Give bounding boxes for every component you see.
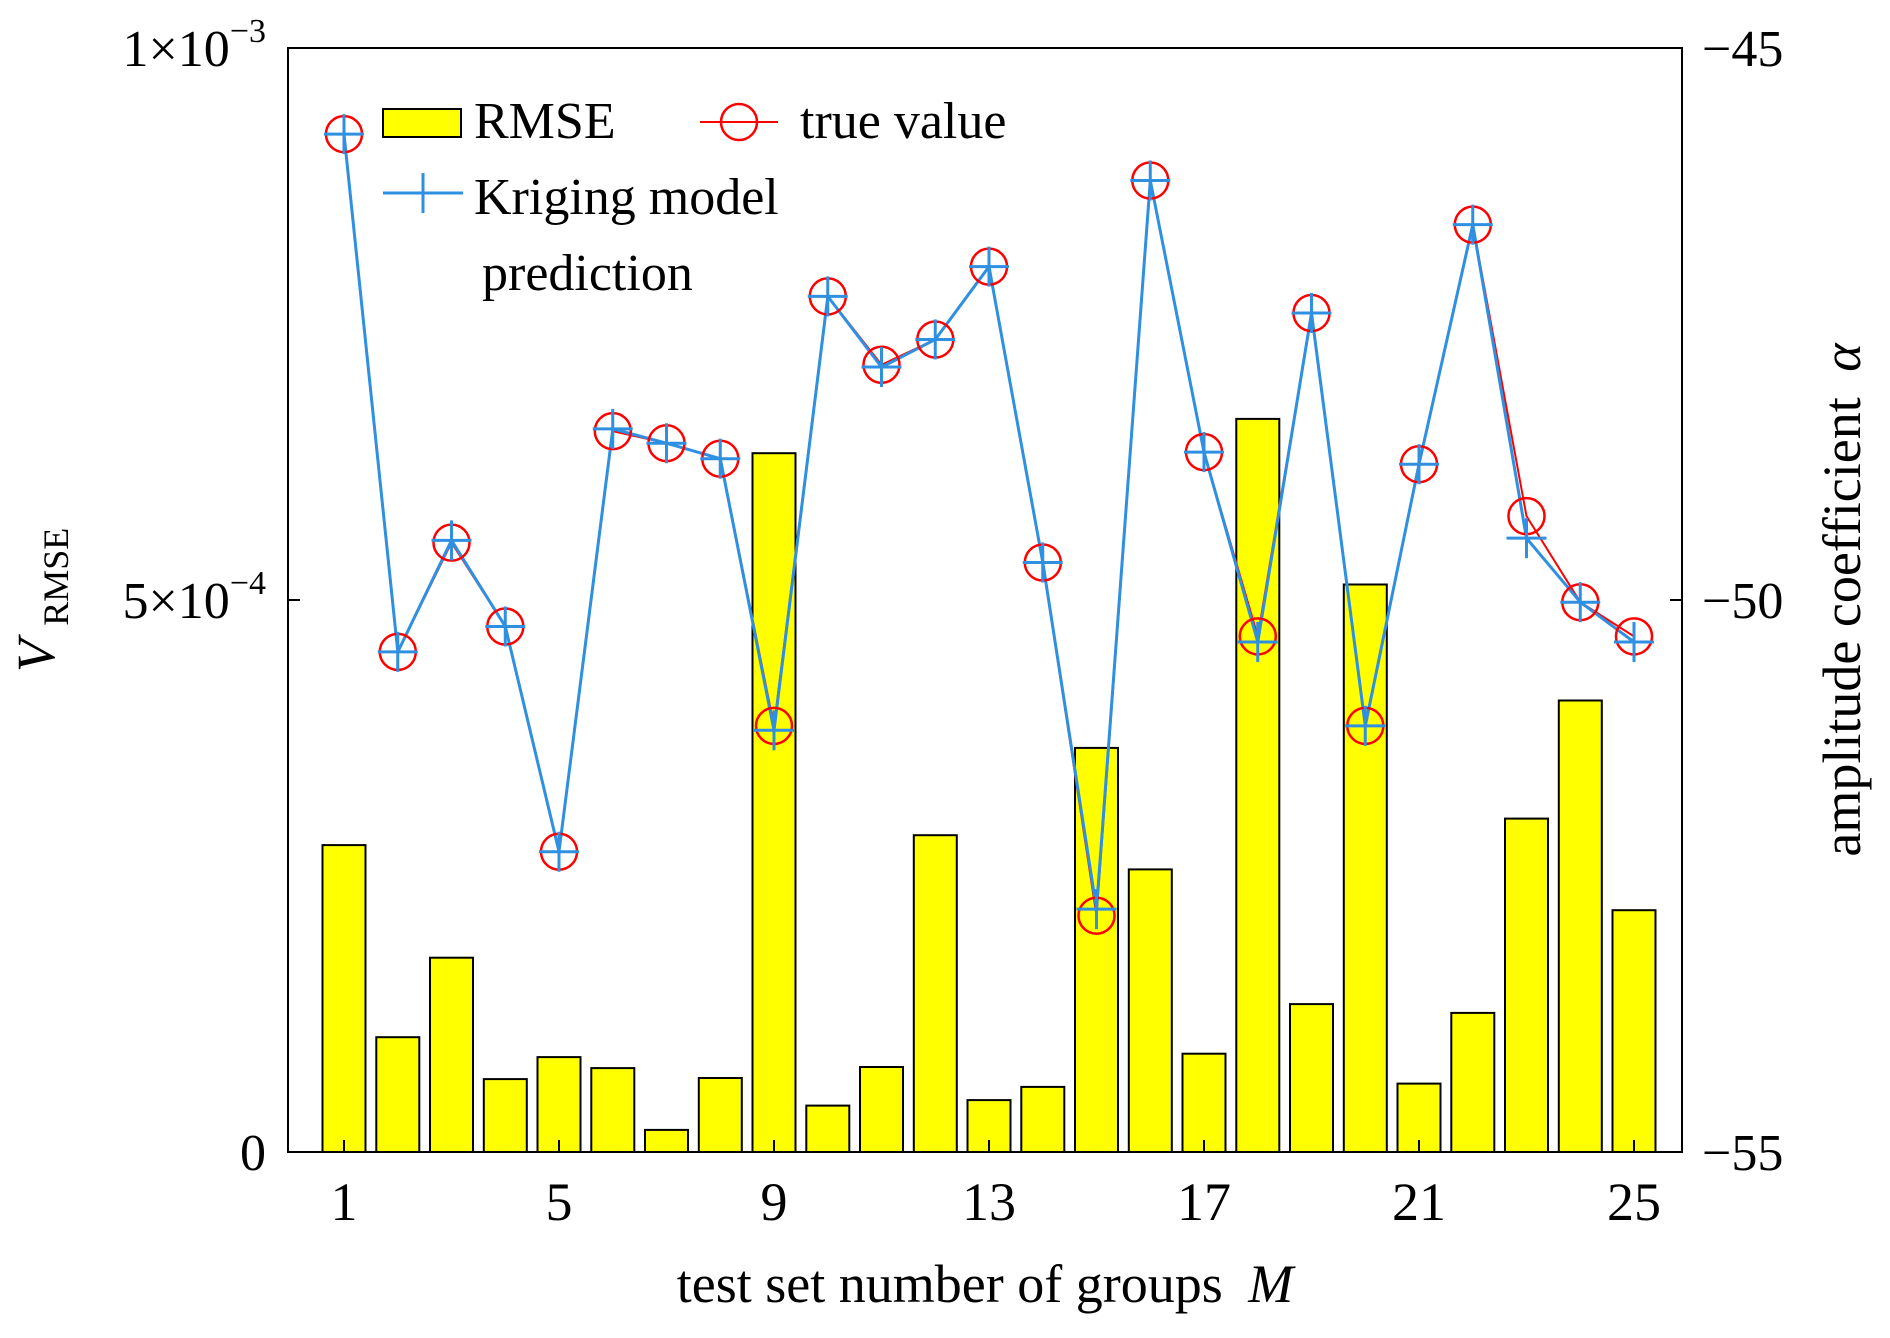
- line-layer: [324, 114, 1654, 935]
- kriging-prediction-point-1: [324, 114, 364, 155]
- kriging-prediction-point-16: [1130, 160, 1171, 201]
- kriging-prediction-point-13: [969, 246, 1009, 287]
- rmse-bar-25: [1611, 909, 1657, 1154]
- x-tick-label-17: 17: [1177, 1172, 1231, 1232]
- rmse-bar-1: [321, 844, 367, 1153]
- rmse-bar-7: [644, 1128, 689, 1154]
- rmse-bar-9: [751, 452, 797, 1153]
- kriging-prediction-point-22: [1452, 204, 1493, 245]
- left-tick-label-1: 5×10−4: [122, 565, 266, 630]
- kriging-prediction-point-11: [861, 347, 902, 388]
- kriging-prediction-point-9: [754, 710, 794, 751]
- right-axis-label: amplitude coefficient: [1812, 397, 1872, 856]
- rmse-bar-11: [859, 1066, 904, 1153]
- kriging-prediction-point-24: [1560, 582, 1601, 623]
- kriging-prediction-point-5: [539, 831, 579, 872]
- x-tick-label-5: 5: [546, 1172, 573, 1232]
- bar-layer: [321, 417, 1657, 1154]
- rmse-bar-24: [1557, 699, 1603, 1153]
- left-axis-label-symbol: V: [6, 633, 66, 672]
- legend: RMSE true value Kriging model prediction: [382, 93, 1006, 302]
- x-axis-label-symbol: M: [1247, 1254, 1296, 1314]
- legend-true-value-marker: [719, 102, 759, 142]
- kriging-prediction-point-12: [915, 319, 956, 360]
- x-tick-label-1: 1: [331, 1172, 358, 1232]
- x-tick-label-13: 13: [962, 1172, 1016, 1232]
- legend-true-value-label: true value: [800, 93, 1006, 150]
- legend-rmse-label: RMSE: [474, 93, 616, 150]
- right-tick-label-1: −50: [1702, 573, 1783, 630]
- x-tick-label-9: 9: [761, 1172, 788, 1232]
- right-axis-title: amplitude coefficient α: [1812, 342, 1872, 857]
- x-axis-label: test set number of groups: [677, 1254, 1223, 1314]
- right-tick-label-0: −55: [1702, 1125, 1783, 1182]
- rmse-bar-14: [1020, 1085, 1066, 1154]
- axes-layer: 1 5 9 13 17 21 25 0 5×10−4 1×10−3 −55 −50 −45: [122, 13, 1783, 1232]
- kriging-prediction-point-17: [1184, 432, 1224, 473]
- kriging-prediction-point-4: [485, 606, 526, 647]
- kriging-prediction-point-15: [1076, 889, 1117, 930]
- rmse-bar-2: [375, 1036, 421, 1153]
- rmse-bar-18: [1235, 417, 1281, 1153]
- kriging-prediction-point-25: [1614, 621, 1654, 662]
- kriging-prediction-point-8: [700, 438, 741, 479]
- rmse-bar-5: [536, 1056, 582, 1153]
- x-tick-label-21: 21: [1392, 1172, 1446, 1232]
- rmse-bar-19: [1289, 1003, 1334, 1153]
- rmse-bar-17: [1181, 1052, 1227, 1153]
- rmse-bar-23: [1504, 817, 1549, 1153]
- legend-kriging-label-line2: prediction: [482, 245, 693, 302]
- right-axis-label-symbol: α: [1812, 342, 1872, 372]
- rmse-bar-8: [697, 1077, 743, 1153]
- rmse-bar-10: [805, 1104, 851, 1153]
- svg-text:amplitude coefficient α: amplitude coefficient α: [1812, 342, 1872, 857]
- x-tick-label-25: 25: [1607, 1172, 1661, 1232]
- left-axis-label-subscript: RMSE: [36, 528, 76, 626]
- x-axis-title: test set number of groups M: [677, 1254, 1296, 1314]
- kriging-prediction-point-23: [1506, 518, 1547, 559]
- svg-text:test set number of groups: test set number of groups M: [677, 1254, 1296, 1314]
- rmse-bar-22: [1450, 1011, 1496, 1154]
- kriging-prediction-point-3: [431, 520, 472, 561]
- kriging-prediction-point-6: [592, 408, 633, 449]
- legend-rmse-swatch: [382, 108, 462, 138]
- kriging-prediction-point-2: [377, 631, 418, 672]
- kriging-prediction-point-7: [646, 423, 687, 464]
- kriging-prediction-point-18: [1237, 621, 1278, 662]
- rmse-bar-6: [590, 1067, 636, 1153]
- legend-kriging-label: Kriging model: [474, 169, 779, 226]
- rmse-bar-12: [912, 834, 958, 1153]
- rmse-bar-20: [1342, 583, 1388, 1153]
- kriging-prediction-point-19: [1291, 292, 1332, 333]
- svg-text:V RMSE: V RMSE: [6, 528, 76, 673]
- right-tick-label-2: −45: [1702, 21, 1783, 78]
- left-axis-title: V RMSE: [6, 528, 76, 673]
- left-tick-label-2: 1×10−3: [122, 13, 266, 78]
- kriging-prediction-point-21: [1399, 444, 1439, 485]
- rmse-bar-4: [482, 1078, 528, 1153]
- rmse-bar-3: [429, 956, 474, 1154]
- kriging-prediction-point-10: [807, 276, 848, 317]
- left-tick-label-0: 0: [240, 1125, 266, 1182]
- kriging-prediction-point-20: [1345, 705, 1386, 746]
- rmse-bar-16: [1127, 868, 1173, 1154]
- kriging-prediction-point-14: [1022, 542, 1063, 583]
